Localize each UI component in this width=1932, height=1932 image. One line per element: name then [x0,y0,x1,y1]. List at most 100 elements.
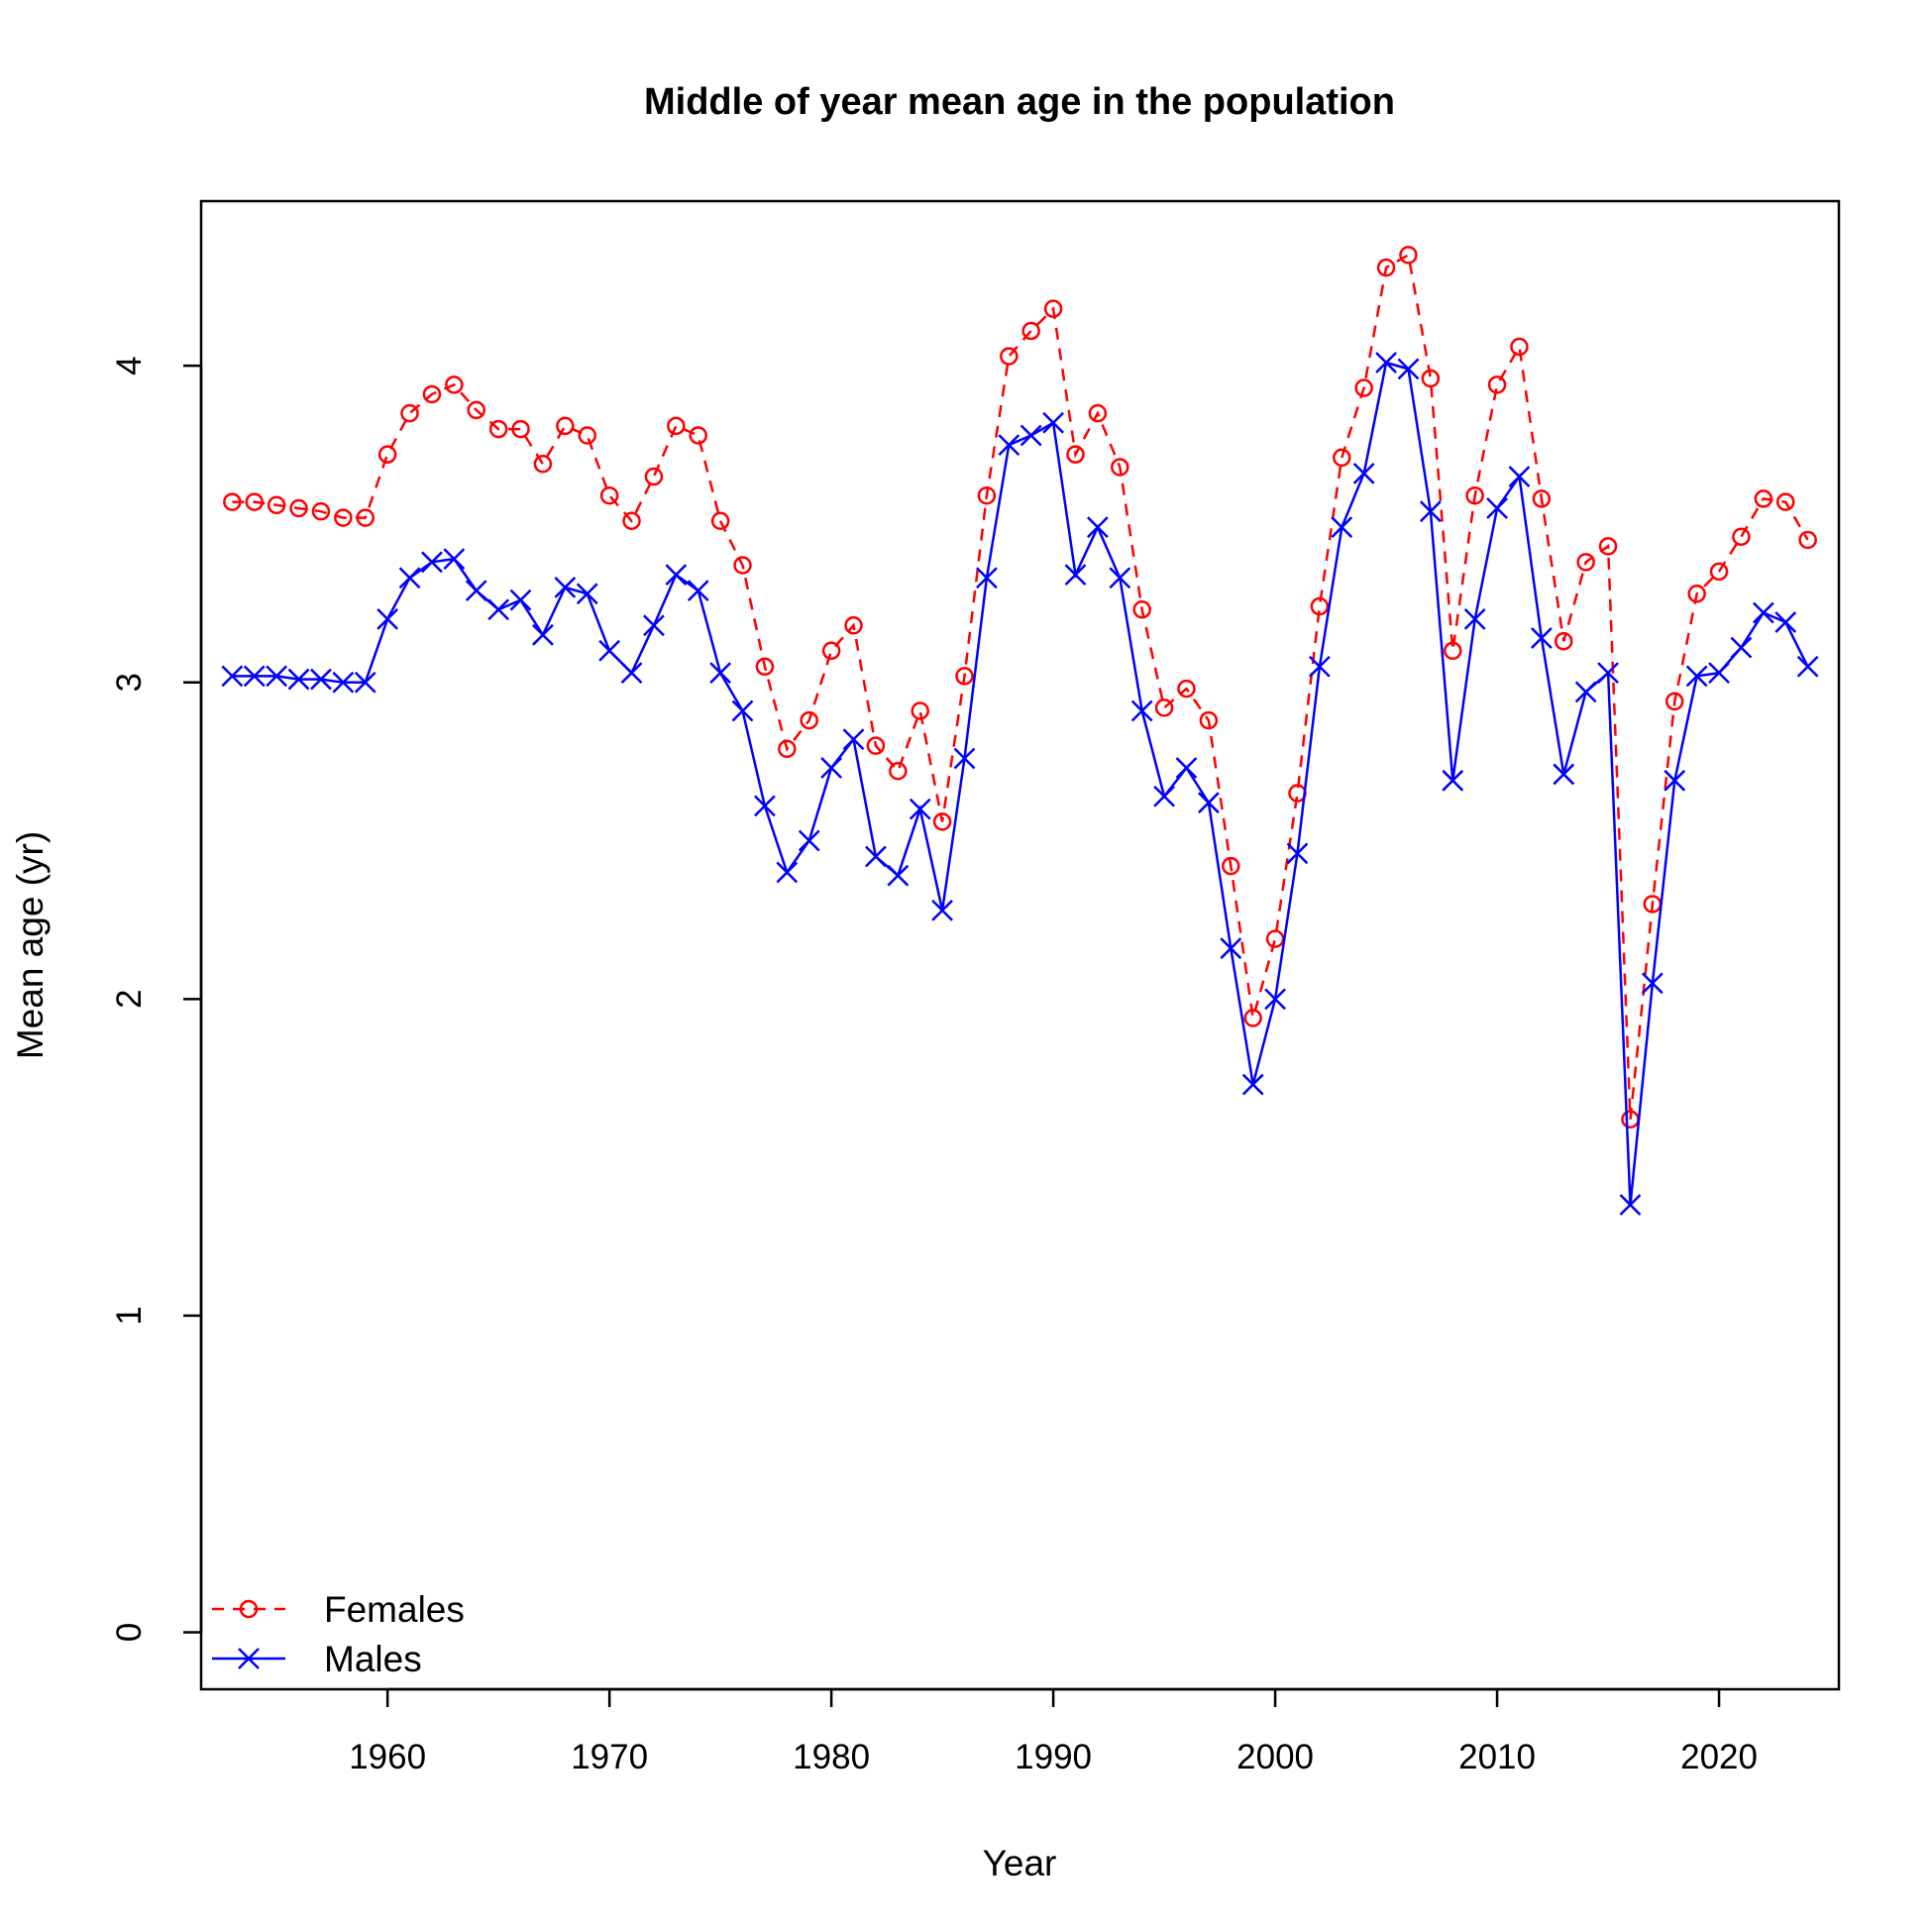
series-layer [221,246,1819,1216]
data-point-males [1619,1194,1642,1216]
data-point-males [576,583,598,605]
data-point-males [554,576,577,598]
data-point-males [1020,424,1042,447]
data-point-females [1687,585,1706,603]
data-point-females [1199,710,1219,730]
data-point-males [709,662,732,685]
data-point-females [866,736,886,755]
data-point-males [332,671,355,694]
data-point-males [643,614,665,637]
y-tick-label: 0 [110,1623,149,1642]
data-point-males [776,861,799,884]
x-tick-label: 2010 [1458,1738,1536,1776]
data-point-males [1553,763,1575,786]
data-point-females [467,400,485,420]
data-point-females [400,403,419,423]
data-point-females [356,508,375,527]
data-point-females [1465,485,1484,505]
data-point-females [511,419,530,439]
data-point-females [1177,679,1196,698]
data-point-females [1444,641,1462,661]
data-point-males [1397,358,1420,380]
data-point-females [821,641,841,661]
data-point-females [1066,445,1085,464]
x-tick-label: 1990 [1015,1738,1092,1776]
data-point-females [1333,448,1351,468]
data-point-males [842,728,865,751]
data-point-males [998,434,1020,456]
data-point-males [1664,769,1686,792]
data-point-males [887,864,910,887]
data-point-females [377,445,397,464]
y-tick-label: 3 [110,673,149,692]
legend-marker-males [238,1648,260,1669]
series-females [223,246,1817,1129]
data-point-females [1532,489,1552,508]
y-axis: 0 1 2 3 4 [110,356,203,1642]
data-point-males [1442,769,1464,792]
legend-item-females: Females [212,1589,465,1630]
x-tick-label: 1980 [793,1738,870,1776]
data-point-males [1752,601,1774,624]
data-point-females [1088,403,1108,423]
data-point-males [976,567,998,590]
data-point-males [1220,937,1242,960]
data-point-females [911,701,929,720]
data-point-females [1555,631,1573,651]
data-point-females [1665,692,1684,711]
data-point-females [755,657,775,677]
data-point-females [245,492,265,511]
data-point-males [665,564,688,586]
data-point-females [422,384,442,404]
data-point-females [1399,246,1418,265]
data-point-females [644,467,664,486]
data-point-males [1352,462,1375,484]
data-point-males [1530,627,1553,649]
data-point-females [1265,929,1285,948]
data-point-males [798,829,820,852]
data-point-males [421,551,443,574]
plot-area [199,199,1841,1691]
data-point-females [778,739,797,759]
legend-marker-females [239,1599,259,1619]
data-point-males [376,607,399,630]
x-axis-label: Year [983,1843,1057,1883]
data-point-females [1798,530,1817,550]
data-point-females [710,511,730,531]
data-point-females [1754,489,1773,508]
data-point-females [1510,337,1529,357]
data-point-females [1021,321,1040,341]
data-point-males [1730,636,1753,659]
data-point-males [1308,655,1331,678]
data-point-males [1574,681,1597,703]
data-point-males [443,548,466,571]
data-point-males [310,668,332,691]
data-point-males [754,795,776,817]
chart-title: Middle of year mean age in the populatio… [644,81,1395,123]
data-point-females [955,667,974,686]
data-point-females [223,492,242,511]
data-point-males [1241,1073,1264,1096]
data-point-males [1264,988,1286,1011]
data-point-males [1486,497,1508,519]
data-point-males [1331,516,1353,539]
data-point-males [1419,500,1442,523]
data-point-males [1685,665,1708,688]
data-point-females [1709,562,1729,582]
data-point-males [1796,655,1819,678]
data-point-females [689,426,707,445]
data-point-males [1130,699,1153,722]
data-point-females [289,498,308,518]
data-point-females [445,376,464,394]
x-axis: 1960 1970 1980 1990 2000 2010 2020 [349,1687,1758,1776]
data-point-females [488,419,508,439]
data-point-females [533,454,553,474]
x-tick-label: 1960 [349,1738,426,1776]
data-point-females [977,485,997,505]
x-tick-label: 2020 [1680,1738,1758,1776]
data-point-females [1000,347,1019,366]
data-point-females [1775,492,1795,511]
data-point-males [1198,792,1220,814]
data-point-males [953,747,976,770]
